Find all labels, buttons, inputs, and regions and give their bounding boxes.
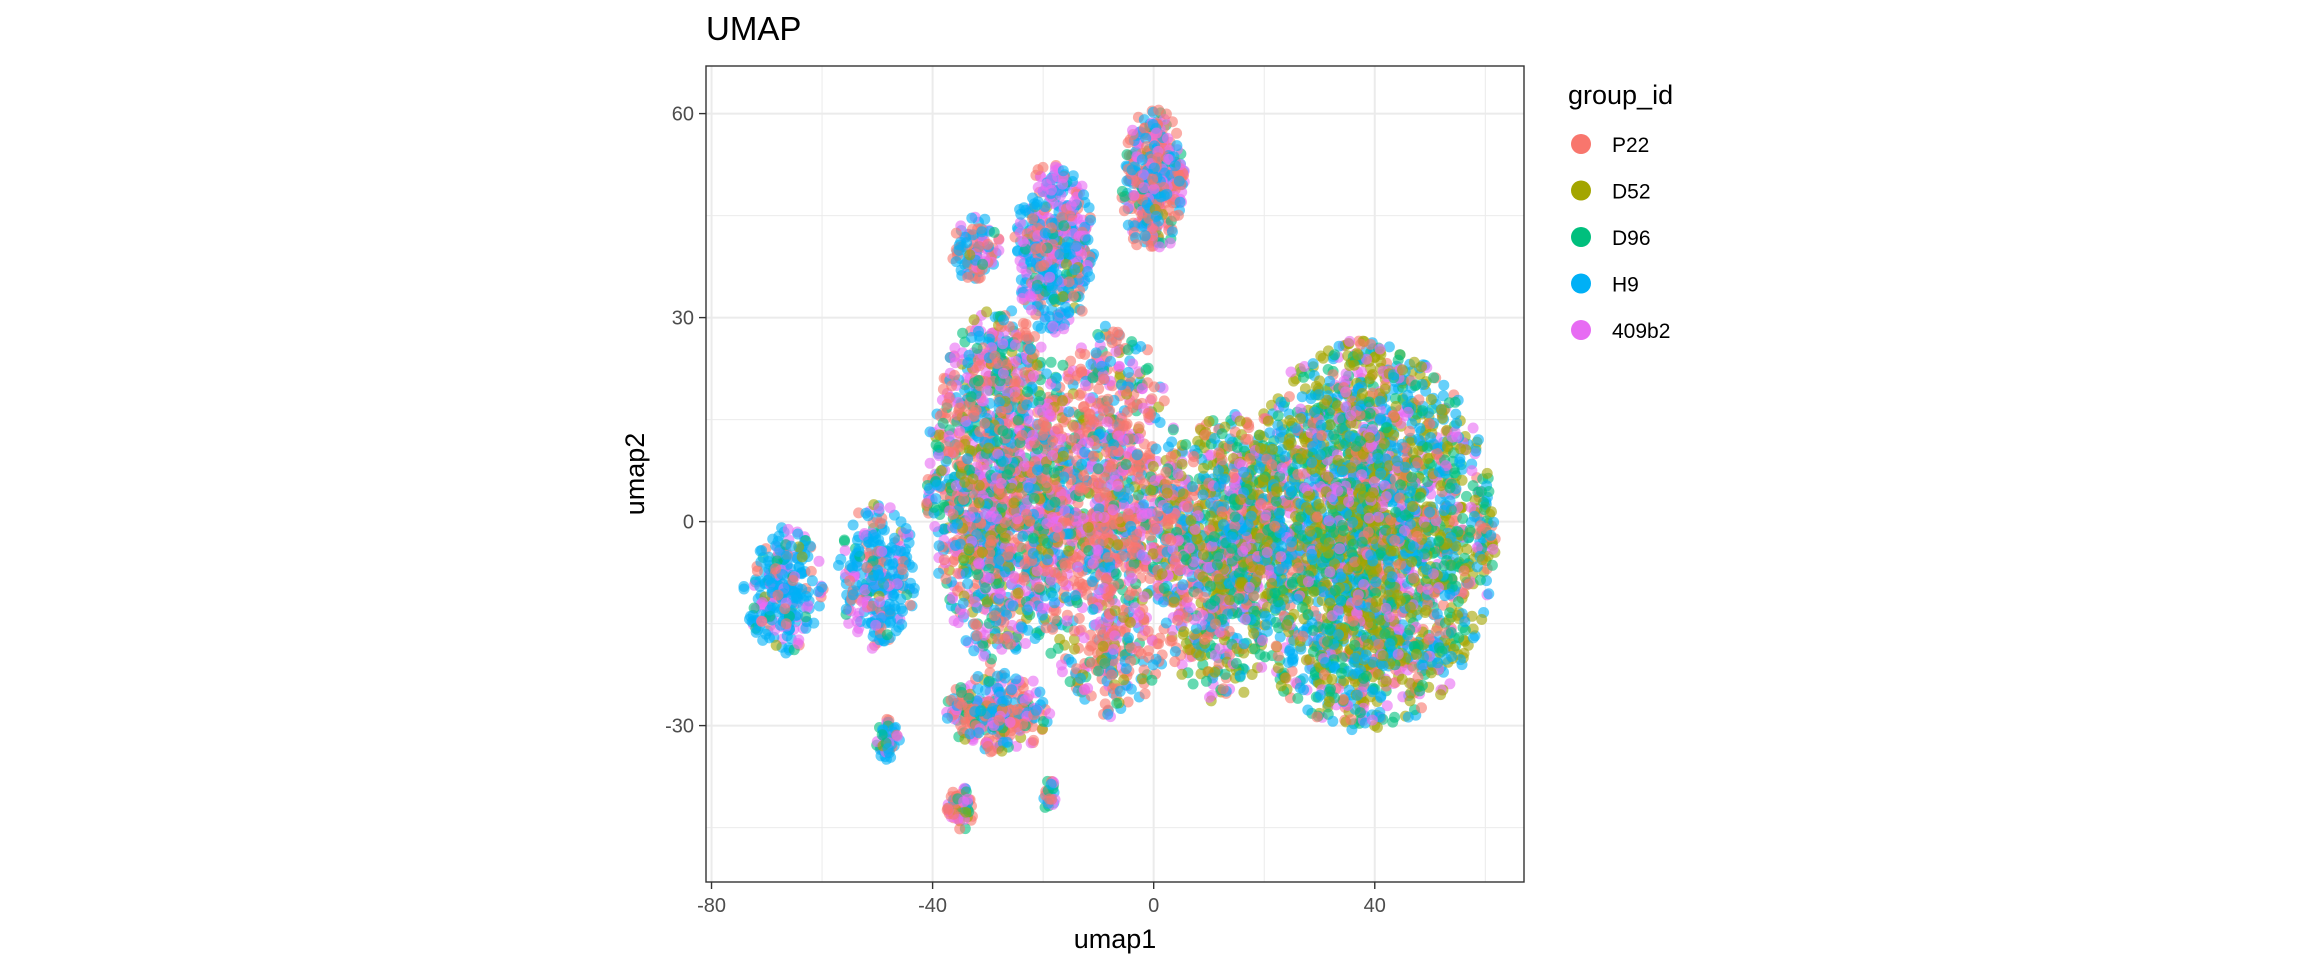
point-H9 xyxy=(1275,426,1287,438)
point-D96 xyxy=(1045,356,1057,368)
point-D96 xyxy=(1121,149,1133,161)
point-H9 xyxy=(1154,417,1166,428)
point-409b2 xyxy=(782,523,794,535)
point-D52 xyxy=(1461,543,1473,555)
point-D96 xyxy=(1387,716,1399,728)
point-H9 xyxy=(1083,202,1095,214)
point-409b2 xyxy=(1011,740,1022,752)
point-P22 xyxy=(1063,373,1075,385)
point-P22 xyxy=(1076,305,1088,317)
point-D52 xyxy=(1476,614,1488,625)
point-D96 xyxy=(838,534,850,546)
point-D52 xyxy=(1246,669,1258,680)
point-H9 xyxy=(1302,704,1314,716)
point-P22 xyxy=(1073,612,1085,624)
point-409b2 xyxy=(1027,675,1039,687)
point-D52 xyxy=(1068,633,1080,645)
point-D96 xyxy=(1167,424,1179,436)
point-H9 xyxy=(889,532,900,544)
chart-title: UMAP xyxy=(706,10,801,47)
point-409b2 xyxy=(1035,341,1047,353)
point-409b2 xyxy=(1020,638,1031,649)
point-H9 xyxy=(813,600,825,612)
point-409b2 xyxy=(884,502,896,514)
point-H9 xyxy=(1125,683,1137,695)
point-D96 xyxy=(1187,678,1199,690)
point-D52 xyxy=(1481,467,1493,479)
point-D96 xyxy=(1272,410,1284,422)
point-409b2 xyxy=(1466,465,1478,477)
point-D52 xyxy=(968,314,980,326)
point-D52 xyxy=(1203,416,1215,427)
point-P22 xyxy=(1093,383,1105,395)
point-409b2 xyxy=(1256,661,1268,673)
point-D52 xyxy=(796,551,808,563)
point-409b2 xyxy=(1167,624,1178,636)
point-H9 xyxy=(1402,711,1414,723)
data-points xyxy=(738,104,1501,835)
point-H9 xyxy=(1383,341,1395,353)
point-H9 xyxy=(1472,434,1484,446)
